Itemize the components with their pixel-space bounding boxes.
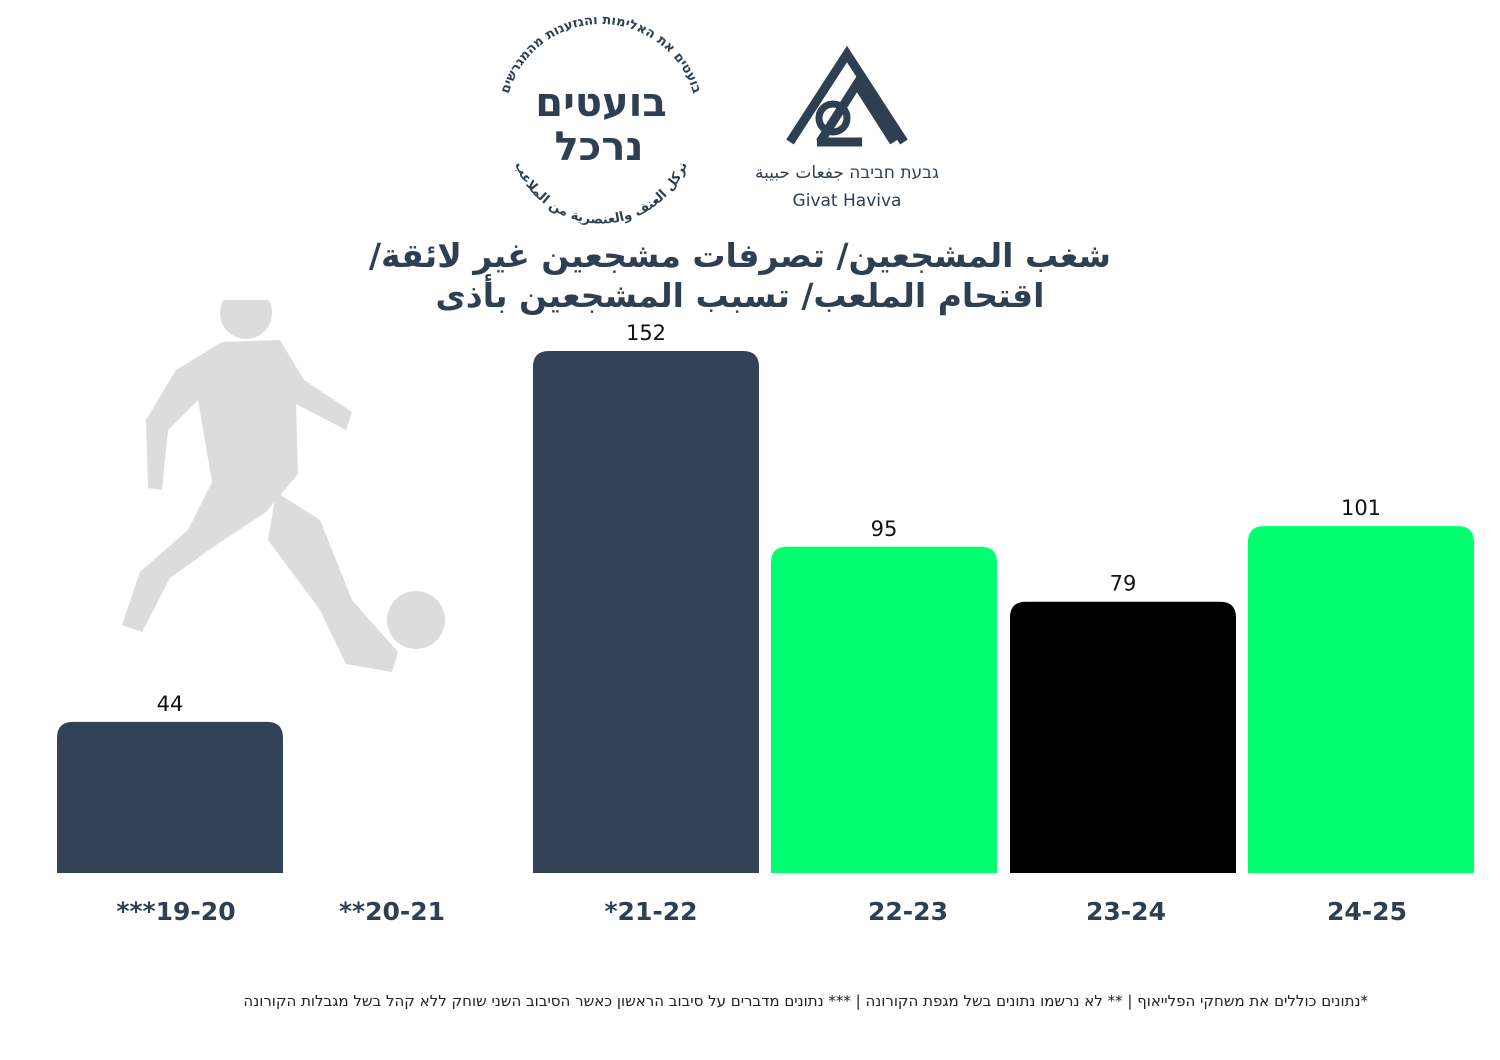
category-label-5: 24-25 — [1327, 897, 1407, 926]
givat-haviva-name-native: גבעת חביבה جفعات حبيبة — [755, 163, 939, 183]
category-label-3: 22-23 — [868, 897, 948, 926]
football-player-silhouette-icon — [122, 300, 445, 672]
chart-title: شغب المشجعين/ تصرفات مشجعين غير لائقة/ ا… — [300, 236, 1180, 316]
bar-5 — [1248, 526, 1474, 873]
bar-4 — [1010, 601, 1236, 873]
value-label-5: 101 — [1341, 496, 1381, 520]
value-label-0: 44 — [157, 692, 184, 716]
value-labels-group: 44 152 95 79 101 — [157, 321, 1381, 716]
bar-0 — [57, 721, 283, 873]
chart-title-line2: اقتحام الملعب/ تسبب المشجعين بأذى — [435, 276, 1045, 315]
bar-2 — [533, 351, 759, 873]
category-labels-group: ***19-20 **20-21 *21-22 22-23 23-24 24-25 — [116, 897, 1407, 926]
value-label-3: 95 — [871, 517, 898, 541]
givat-haviva-logo: גבעת חביבה جفعات حبيبة Givat Haviva — [755, 45, 939, 211]
value-label-2: 152 — [626, 321, 666, 345]
stamp-logo: בועטים את האלימות והגזענות מהמגרשים نركل… — [498, 13, 704, 228]
givat-haviva-name-en: Givat Haviva — [793, 191, 902, 211]
category-label-1: **20-21 — [339, 897, 445, 926]
category-label-2: *21-22 — [604, 897, 697, 926]
bar-chart: 44 152 95 79 101 ***19-20 **20-21 *21-22 22-23 2… — [57, 300, 1474, 926]
footnote: *נתונים כוללים את משחקי הפלייאוף | ** לא… — [243, 992, 1368, 1010]
category-label-4: 23-24 — [1086, 897, 1166, 926]
stamp-name-line2: נרכל — [554, 124, 643, 170]
category-label-0: ***19-20 — [116, 897, 235, 926]
value-label-4: 79 — [1110, 572, 1137, 596]
givat-haviva-emblem-icon — [786, 45, 908, 147]
bars-group — [57, 351, 1474, 873]
chart-title-line1: شغب المشجعين/ تصرفات مشجعين غير لائقة/ — [368, 236, 1111, 275]
logos-header: בועטים את האלימות והגזענות מהמגרשים نركل… — [498, 13, 939, 228]
stamp-name-line1: בועטים — [535, 80, 667, 126]
bar-3 — [771, 546, 997, 873]
